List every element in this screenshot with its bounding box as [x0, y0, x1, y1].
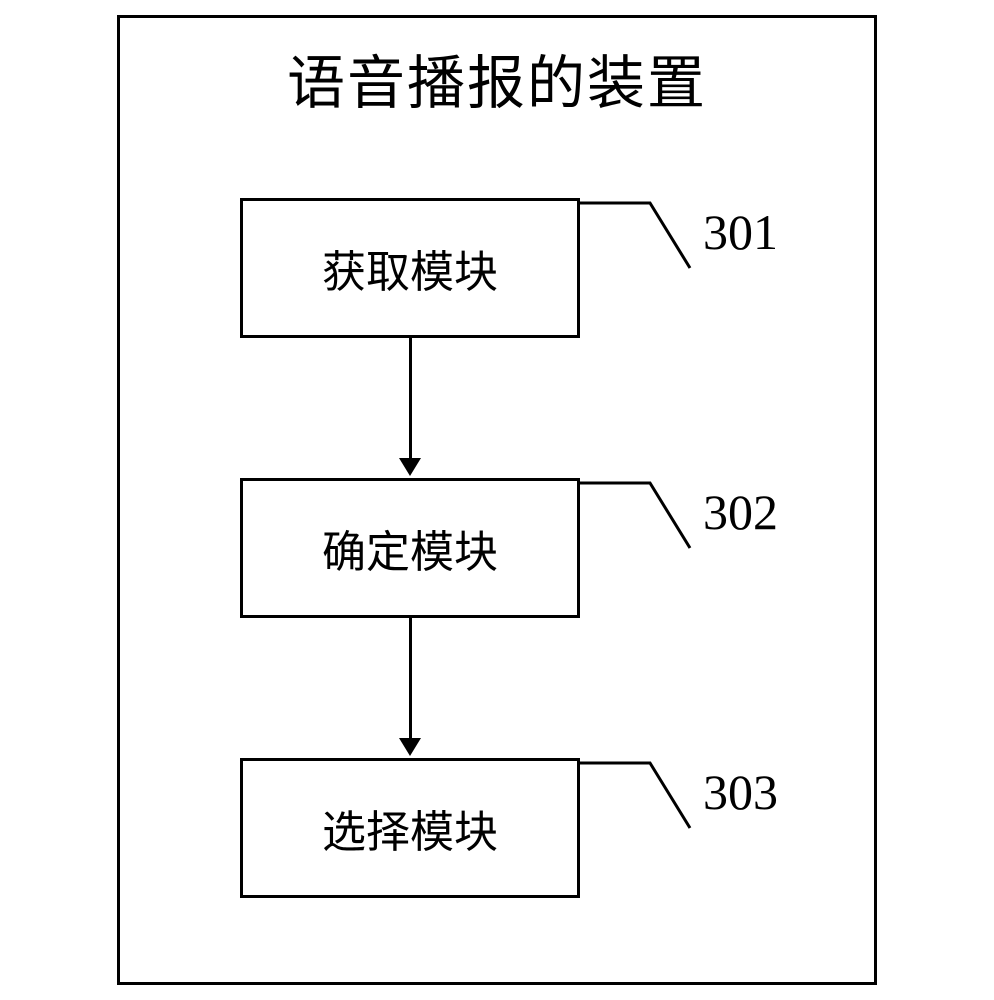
node-label: 获取模块 [322, 236, 498, 300]
callout-label-1: 301 [703, 203, 778, 261]
callout-label-2: 302 [703, 483, 778, 541]
callout-label-3: 303 [703, 763, 778, 821]
arrow-line [409, 338, 412, 458]
flowchart-node-acquire: 获取模块 [240, 198, 580, 338]
node-label: 确定模块 [322, 516, 498, 580]
callout-line-3 [580, 758, 700, 838]
arrow-head-icon [399, 738, 421, 756]
arrow-head-icon [399, 458, 421, 476]
flowchart-arrow-1 [399, 338, 421, 476]
node-label: 选择模块 [322, 796, 498, 860]
arrow-line [409, 618, 412, 738]
flowchart-node-select: 选择模块 [240, 758, 580, 898]
diagram-title: 语音播报的装置 [120, 36, 874, 120]
flowchart-arrow-2 [399, 618, 421, 756]
callout-line-2 [580, 478, 700, 558]
flowchart-node-determine: 确定模块 [240, 478, 580, 618]
diagram-container: 语音播报的装置 获取模块 301 确定模块 302 选择模块 303 [117, 15, 877, 985]
callout-line-1 [580, 198, 700, 278]
